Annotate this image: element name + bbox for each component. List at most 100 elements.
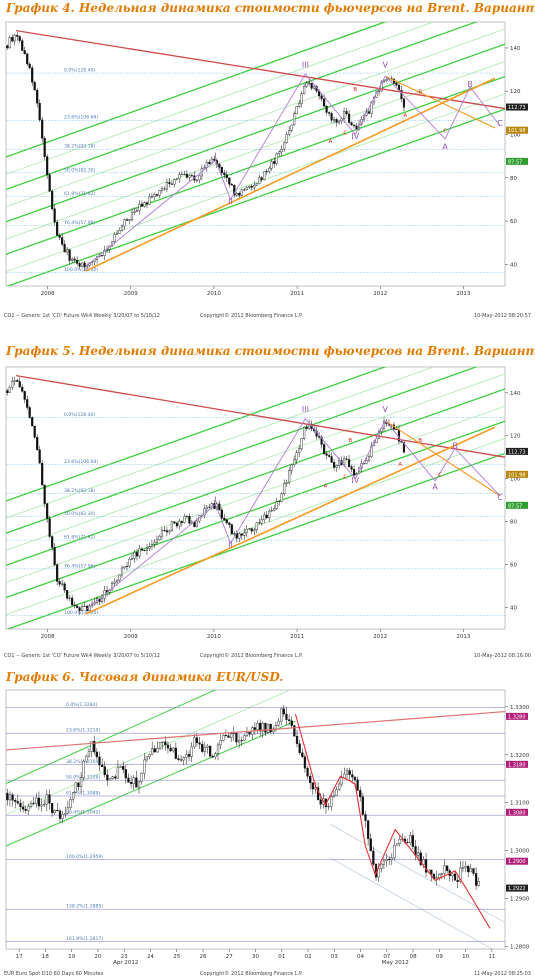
candle-body <box>120 567 124 576</box>
candle-body <box>166 744 170 749</box>
candle-body <box>248 731 251 735</box>
candle-body <box>172 747 175 752</box>
candle-body <box>201 743 204 752</box>
candle-body <box>208 506 211 508</box>
channel-line <box>6 367 435 519</box>
candle-body <box>218 503 221 511</box>
candle-body <box>350 122 353 126</box>
wave-line <box>294 713 491 929</box>
candle-body <box>248 185 251 188</box>
footer-center: Copyright© 2012 Bloomberg Finance L.P. <box>200 652 303 659</box>
candle-body <box>48 518 51 537</box>
candle-body <box>123 219 126 227</box>
candle-body <box>214 753 217 758</box>
x-tick-label: 2008 <box>41 634 55 640</box>
candle-body <box>283 483 286 495</box>
candle-body <box>218 163 221 168</box>
candle-body <box>340 777 343 785</box>
candle-body <box>38 102 41 121</box>
candle-body <box>160 529 164 537</box>
chart-6-plot: 1.2800 1.2900 1.3000 1.3100 1.3200 1.3300 17 18… <box>0 686 535 978</box>
candle-body <box>33 82 36 91</box>
fib-level-label: 76.4%(57.96) <box>64 563 96 569</box>
candle-body <box>248 528 251 530</box>
candle-body <box>393 845 396 859</box>
wave-label: II <box>228 540 233 549</box>
candle-body <box>380 864 383 869</box>
price-tag-label: 101.98 <box>508 128 526 134</box>
wave-label: II <box>228 197 233 206</box>
candle-body <box>406 842 409 843</box>
candle-body <box>63 583 66 591</box>
channel-line <box>6 367 387 502</box>
candle-body <box>175 522 178 527</box>
price-tag <box>506 103 528 111</box>
candle-body <box>290 464 293 471</box>
candle-body <box>278 151 281 154</box>
candle-body <box>193 737 196 748</box>
candle-body <box>46 503 49 519</box>
candle-body <box>66 249 69 253</box>
y-tick-label: 140 <box>510 46 521 52</box>
fib-level-label: 61.8%(71.42) <box>64 191 96 197</box>
candle-body <box>264 722 267 733</box>
candle-body <box>140 772 143 782</box>
candle-body <box>130 558 134 560</box>
x-tick-label: 2011 <box>290 291 304 297</box>
candle-body <box>268 510 271 519</box>
candle-body <box>330 113 333 121</box>
candle-body <box>195 179 198 181</box>
price-tag-label: 87.57 <box>508 159 522 165</box>
candle-body <box>87 751 91 757</box>
candle-body <box>456 880 459 882</box>
candle-body <box>274 724 278 730</box>
candle-body <box>56 222 59 236</box>
candle-body <box>61 237 64 245</box>
y-tick-label: 1.2900 <box>510 897 530 903</box>
candle-body <box>138 548 141 557</box>
candle-body <box>183 173 186 175</box>
candle-body <box>69 799 72 809</box>
candle-body <box>258 522 261 524</box>
fib-level-label: 0.0%(1.3284) <box>66 702 98 708</box>
candle-body <box>90 741 93 752</box>
x-tick-label: 23 <box>121 954 128 960</box>
candle-body <box>300 438 303 449</box>
candle-body <box>26 53 29 65</box>
x-month-label: May 2012 <box>382 960 409 966</box>
candle-body <box>335 789 338 796</box>
candle-body <box>285 713 288 720</box>
candle-body <box>222 735 225 741</box>
candle-body <box>382 860 386 865</box>
chart-5-title: График 5. Недельная динамика стоимости ф… <box>6 344 535 358</box>
candle-body <box>8 794 12 801</box>
candle-body <box>340 118 343 122</box>
wave-label: A <box>328 139 332 145</box>
candle-body <box>365 460 368 464</box>
candle-body <box>380 81 383 92</box>
candle-body <box>145 756 149 761</box>
candle-body <box>443 865 446 874</box>
candle-body <box>203 508 206 516</box>
price-tag-label: 112.73 <box>508 449 526 455</box>
candle-body <box>8 387 11 393</box>
candle-body <box>163 529 166 531</box>
candle-body <box>33 425 36 438</box>
fib-level-label: 50.0%(82.30) <box>64 167 96 173</box>
x-tick-label: 2009 <box>124 291 138 297</box>
fib-level-label: 0.0%(128.40) <box>64 68 96 74</box>
candle-body <box>223 172 226 175</box>
candle-body <box>419 852 422 865</box>
candle-body <box>240 533 243 536</box>
trend-line <box>385 75 496 129</box>
candle-body <box>68 249 71 261</box>
fib-level-label: 138.2%(1.2885) <box>66 904 103 910</box>
x-tick-label: 08 <box>410 954 417 960</box>
candle-body <box>103 249 106 256</box>
trend-line <box>5 710 506 751</box>
candle-body <box>268 167 271 172</box>
candle-body <box>310 83 313 89</box>
y-tick-label: 1.3200 <box>510 753 530 759</box>
channel-line <box>6 43 505 223</box>
candle-body <box>168 182 171 185</box>
